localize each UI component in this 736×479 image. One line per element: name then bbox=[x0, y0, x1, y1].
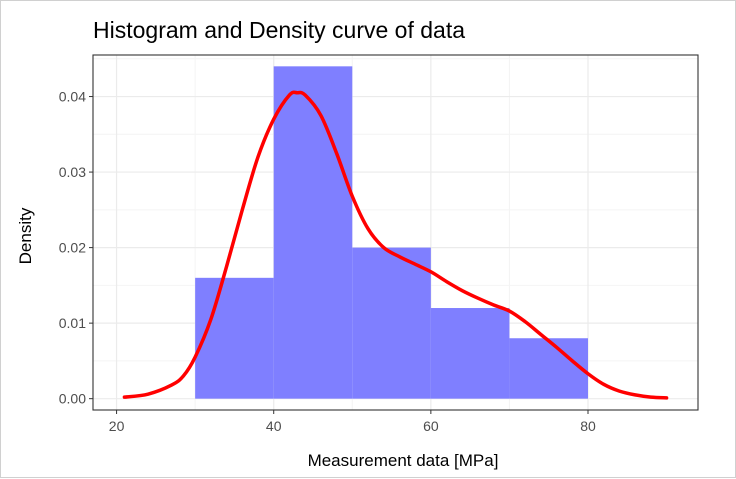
histogram-bar bbox=[430, 308, 510, 399]
histogram-bar bbox=[509, 338, 588, 399]
density-curve bbox=[122, 90, 669, 400]
histogram-bars bbox=[195, 66, 588, 399]
x-tick-label: 40 bbox=[266, 418, 282, 434]
y-tick-label: 0.04 bbox=[59, 89, 86, 105]
x-axis-ticks: 20 40 60 80 bbox=[109, 410, 596, 434]
histogram-bar bbox=[352, 247, 431, 399]
x-tick-label: 20 bbox=[109, 418, 125, 434]
y-tick-label: 0.00 bbox=[59, 391, 86, 407]
x-tick-label: 80 bbox=[580, 418, 596, 434]
y-tick-label: 0.03 bbox=[59, 164, 86, 180]
histogram-bar bbox=[195, 277, 274, 399]
x-tick-label: 60 bbox=[423, 418, 439, 434]
y-tick-label: 0.01 bbox=[59, 315, 86, 331]
y-tick-label: 0.02 bbox=[59, 240, 86, 256]
histogram-bar bbox=[273, 66, 353, 399]
panel-border bbox=[92, 54, 699, 411]
x-axis-label: Measurement data [MPa] bbox=[308, 451, 499, 470]
y-axis-label: Density bbox=[16, 207, 35, 264]
chart-title: Histogram and Density curve of data bbox=[93, 17, 465, 43]
y-axis-ticks: 0.00 0.01 0.02 0.03 0.04 bbox=[59, 89, 93, 407]
